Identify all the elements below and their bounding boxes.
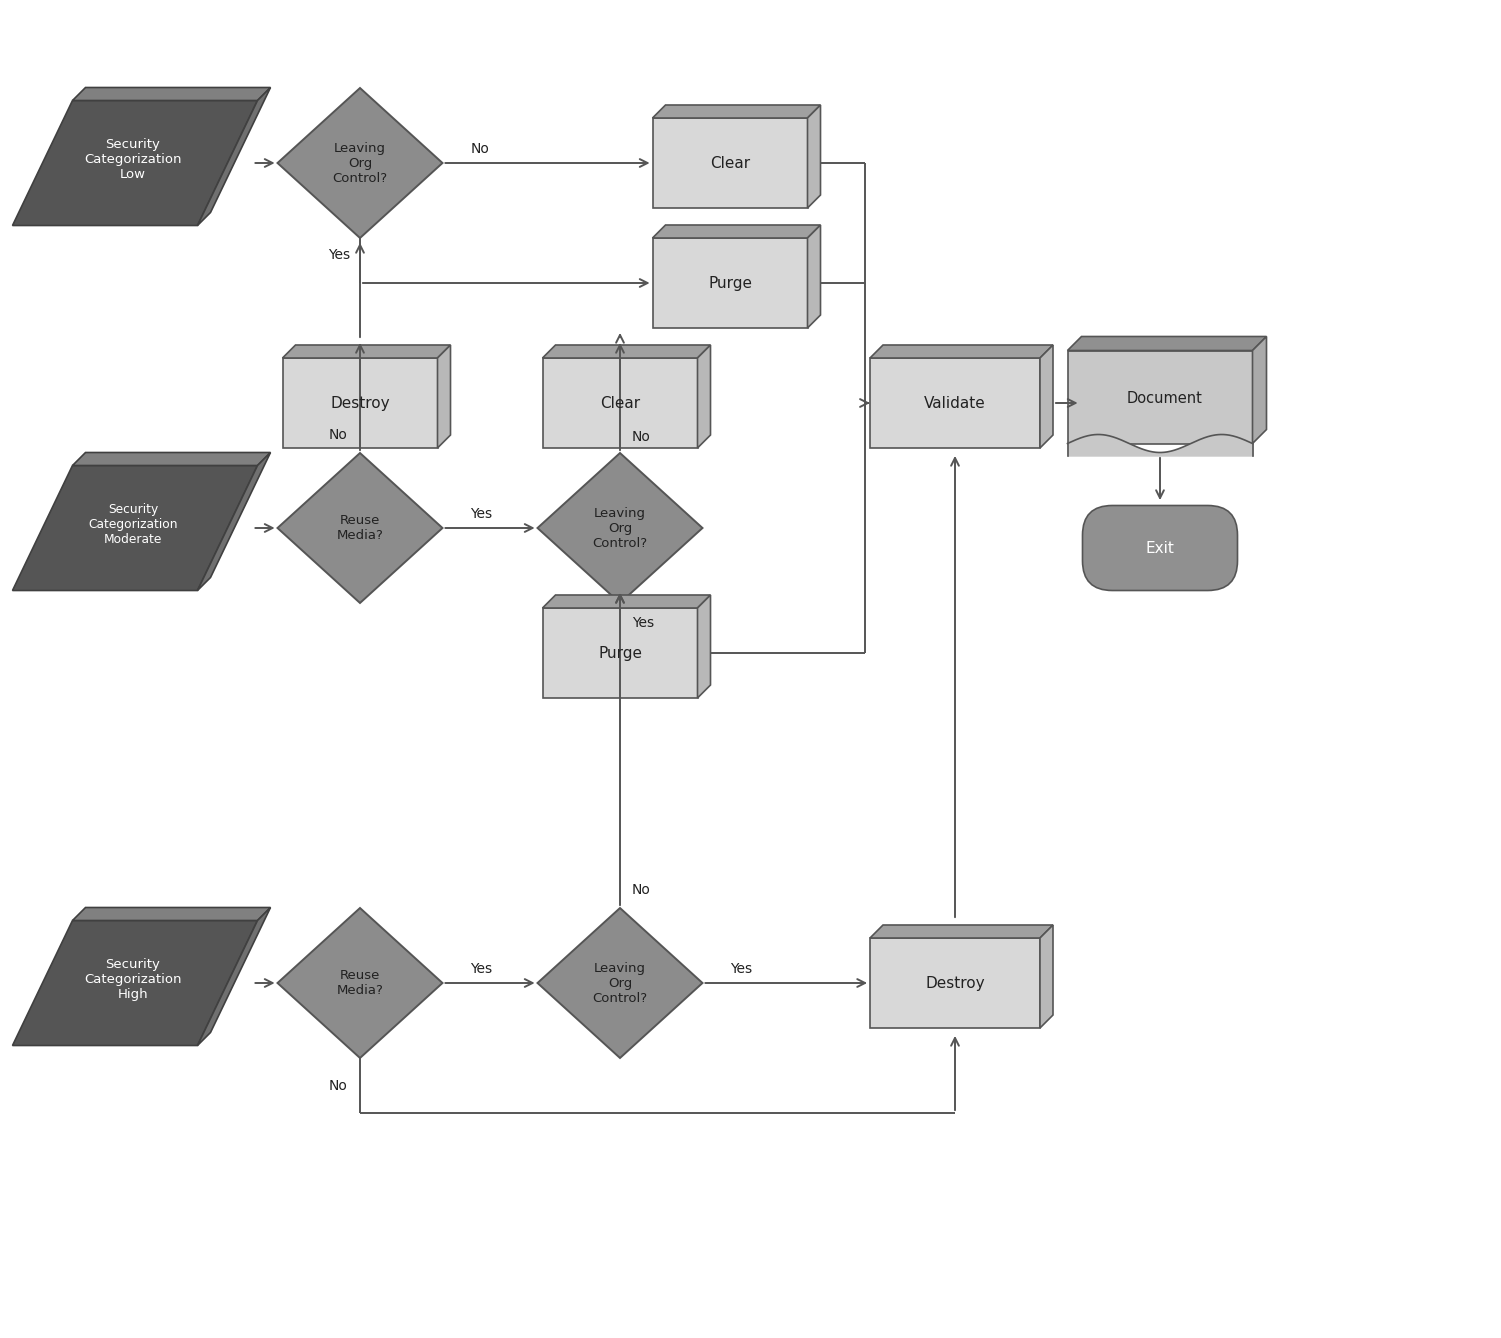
Text: Yes: Yes (632, 615, 654, 630)
Text: Destroy: Destroy (330, 396, 390, 411)
Text: Document: Document (1127, 391, 1202, 405)
Polygon shape (653, 104, 821, 118)
Text: Purge: Purge (708, 276, 752, 290)
Polygon shape (72, 452, 270, 466)
Text: Destroy: Destroy (925, 975, 985, 990)
Polygon shape (1252, 336, 1267, 443)
Polygon shape (12, 921, 258, 1045)
Bar (282, 359, 437, 448)
Polygon shape (871, 345, 1054, 359)
Polygon shape (808, 104, 821, 207)
Bar (871, 938, 1040, 1028)
Polygon shape (653, 225, 821, 238)
Polygon shape (282, 345, 450, 359)
Polygon shape (1067, 336, 1267, 351)
Text: Yes: Yes (470, 962, 492, 975)
Text: Leaving
Org
Control?: Leaving Org Control? (593, 962, 647, 1005)
Polygon shape (1040, 345, 1054, 448)
Text: Yes: Yes (470, 507, 492, 520)
Polygon shape (537, 909, 702, 1058)
Text: Yes: Yes (731, 962, 752, 975)
Bar (542, 359, 698, 448)
Polygon shape (542, 595, 710, 607)
Text: No: No (632, 883, 651, 896)
Text: No: No (329, 1078, 348, 1093)
Text: No: No (470, 142, 489, 157)
Text: Security
Categorization
High: Security Categorization High (84, 958, 182, 1001)
FancyBboxPatch shape (1082, 506, 1237, 590)
Bar (542, 607, 698, 698)
Text: Security
Categorization
Low: Security Categorization Low (84, 138, 182, 181)
Text: Leaving
Org
Control?: Leaving Org Control? (593, 507, 647, 550)
Text: Reuse
Media?: Reuse Media? (336, 514, 383, 542)
Polygon shape (437, 345, 450, 448)
Bar (871, 359, 1040, 448)
Polygon shape (278, 454, 443, 603)
Polygon shape (72, 87, 270, 100)
Bar (1067, 351, 1252, 443)
Polygon shape (871, 925, 1054, 938)
Text: Clear: Clear (600, 396, 639, 411)
Polygon shape (12, 466, 258, 590)
Text: Security
Categorization
Moderate: Security Categorization Moderate (89, 503, 177, 546)
Polygon shape (278, 88, 443, 238)
Polygon shape (278, 909, 443, 1058)
Text: Exit: Exit (1145, 541, 1174, 555)
Text: No: No (632, 429, 651, 444)
Bar (653, 238, 808, 328)
Polygon shape (198, 452, 270, 590)
Polygon shape (698, 345, 710, 448)
Polygon shape (198, 907, 270, 1045)
Text: Purge: Purge (597, 645, 642, 661)
Text: Validate: Validate (925, 396, 986, 411)
Polygon shape (72, 907, 270, 921)
Polygon shape (198, 87, 270, 226)
Polygon shape (12, 100, 258, 226)
Polygon shape (537, 454, 702, 603)
Text: No: No (329, 428, 348, 442)
Polygon shape (808, 225, 821, 328)
Text: Leaving
Org
Control?: Leaving Org Control? (332, 142, 387, 185)
Text: Reuse
Media?: Reuse Media? (336, 969, 383, 997)
Polygon shape (542, 345, 710, 359)
Polygon shape (698, 595, 710, 698)
Polygon shape (1040, 925, 1054, 1028)
Text: Yes: Yes (327, 248, 350, 262)
Text: Clear: Clear (710, 155, 750, 170)
Bar (653, 118, 808, 207)
